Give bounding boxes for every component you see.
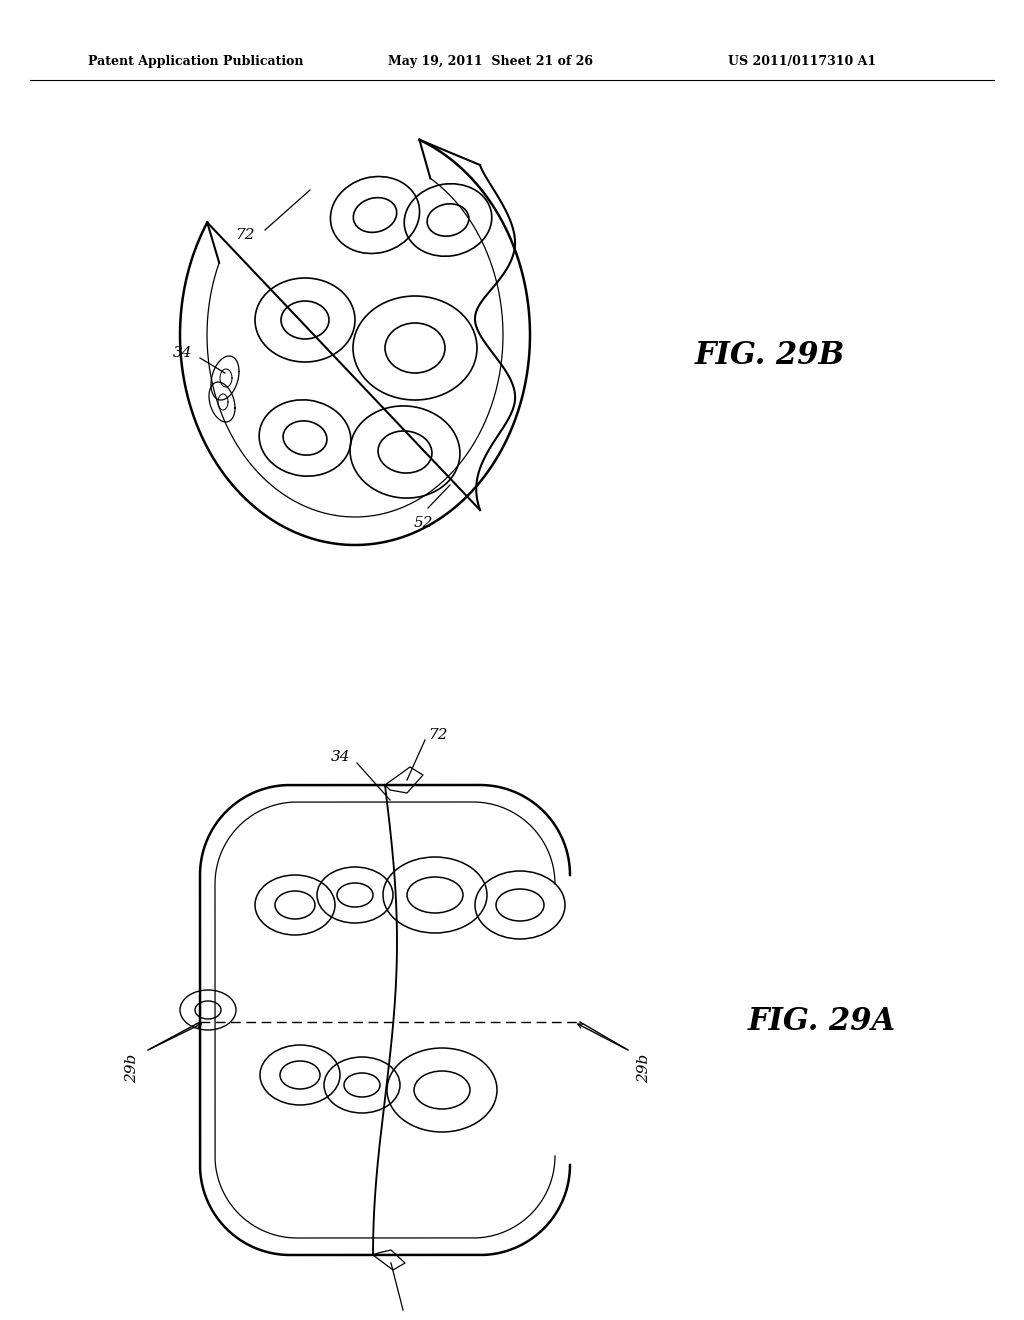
Text: Patent Application Publication: Patent Application Publication	[88, 55, 303, 69]
Text: 72: 72	[428, 729, 447, 742]
Text: US 2011/0117310 A1: US 2011/0117310 A1	[728, 55, 877, 69]
Text: May 19, 2011  Sheet 21 of 26: May 19, 2011 Sheet 21 of 26	[388, 55, 593, 69]
Text: FIG. 29B: FIG. 29B	[695, 339, 845, 371]
Text: FIG. 29A: FIG. 29A	[748, 1006, 896, 1038]
Text: 29b: 29b	[637, 1053, 651, 1082]
Text: 34: 34	[331, 750, 350, 764]
Text: 72: 72	[236, 228, 255, 242]
Text: 34: 34	[172, 346, 193, 360]
Text: 52: 52	[414, 516, 433, 531]
Text: 29b: 29b	[125, 1053, 139, 1082]
